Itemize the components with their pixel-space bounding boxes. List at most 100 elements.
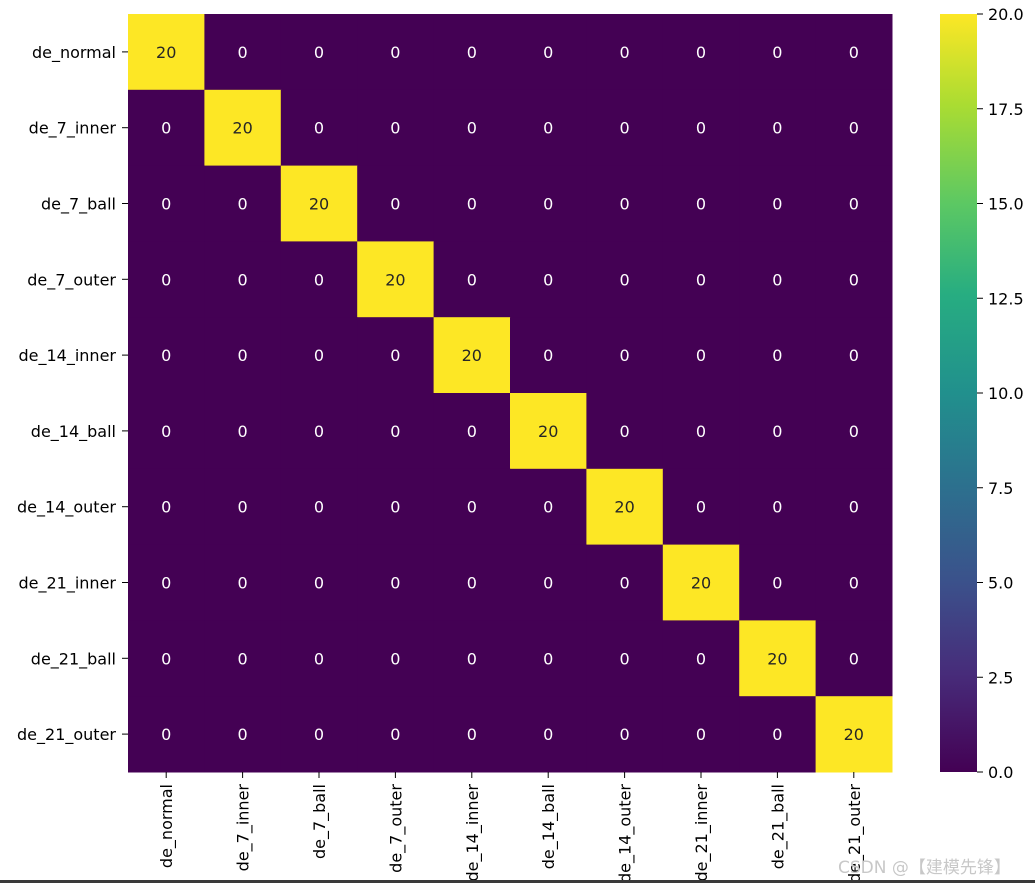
cell-value-label: 0 [849, 498, 859, 517]
cell-value-label: 20 [844, 725, 864, 744]
cell-value-label: 0 [772, 422, 782, 441]
cell-value-label: 0 [849, 119, 859, 138]
heatmap-cell [433, 89, 511, 167]
cell-value-label: 0 [849, 43, 859, 62]
heatmap-cell [815, 696, 893, 773]
cell-value-label: 20 [462, 346, 482, 365]
colorbar-tick-label: 5.0 [988, 574, 1013, 593]
cell-value-label: 0 [543, 195, 553, 214]
cell-value-label: 0 [696, 498, 706, 517]
colorbar-tick-label: 20.0 [988, 5, 1024, 24]
cell-value-label: 0 [161, 498, 171, 517]
cell-value-label: 0 [620, 649, 630, 668]
cell-value-label: 0 [849, 422, 859, 441]
cell-value-label: 0 [161, 270, 171, 289]
x-tick-label: de_14_outer [616, 784, 636, 883]
cell-value-label: 0 [620, 422, 630, 441]
heatmap-cell [510, 241, 587, 318]
colorbar-tick-label: 2.5 [988, 668, 1013, 687]
cell-value-label: 0 [772, 498, 782, 517]
heatmap-cell [815, 544, 893, 621]
heatmap-cell [586, 696, 664, 773]
cell-value-label: 0 [314, 649, 324, 668]
cell-value-label: 0 [238, 195, 248, 214]
cell-value-label: 0 [696, 422, 706, 441]
heatmap-cell [433, 393, 511, 470]
heatmap-cell [204, 317, 282, 394]
y-tick-label: de_7_outer [27, 270, 116, 290]
cell-value-label: 20 [614, 498, 634, 517]
heatmap-cell [433, 620, 511, 697]
heatmap-cell [433, 696, 511, 773]
heatmap-cell [433, 241, 511, 318]
x-tick-label: de_7_outer [386, 784, 406, 873]
heatmap-cell [433, 544, 511, 621]
y-tick-label: de_14_inner [18, 346, 116, 366]
cell-value-label: 0 [543, 498, 553, 517]
heatmap-cell [204, 468, 282, 546]
heatmap-cell [662, 89, 740, 167]
cell-value-label: 0 [238, 574, 248, 593]
cell-value-label: 0 [620, 346, 630, 365]
heatmap-cell [280, 620, 358, 697]
cell-value-label: 0 [390, 725, 400, 744]
colorbar-tick-label: 12.5 [988, 289, 1024, 308]
heatmap-cell [280, 544, 358, 621]
bottom-divider [0, 880, 1035, 883]
heatmap-cell [662, 14, 740, 91]
colorbar-tick-label: 15.0 [988, 195, 1024, 214]
heatmap-cell [128, 468, 205, 546]
cell-value-label: 0 [238, 422, 248, 441]
heatmap-cell [128, 696, 205, 773]
heatmap-cell [510, 544, 587, 621]
cell-value-label: 0 [696, 119, 706, 138]
heatmap-cell [510, 393, 587, 470]
cell-value-label: 0 [543, 574, 553, 593]
cell-value-label: 0 [238, 270, 248, 289]
heatmap-cell [357, 165, 435, 242]
cell-value-label: 20 [767, 649, 787, 668]
heatmap-cell [815, 165, 893, 242]
heatmap-cell [739, 241, 817, 318]
colorbar-tick-label: 10.0 [988, 384, 1024, 403]
colorbar-tick-label: 7.5 [988, 479, 1013, 498]
cell-value-label: 0 [620, 270, 630, 289]
heatmap-cell [357, 14, 435, 91]
heatmap-cell [739, 14, 817, 91]
cell-value-label: 0 [314, 119, 324, 138]
cell-value-label: 20 [232, 119, 252, 138]
heatmap-cell [510, 89, 587, 167]
cell-value-label: 0 [314, 574, 324, 593]
cell-value-label: 20 [538, 422, 558, 441]
heatmap-cell [739, 620, 817, 697]
cell-value-label: 0 [314, 422, 324, 441]
cell-value-label: 0 [849, 195, 859, 214]
cell-value-label: 0 [620, 725, 630, 744]
heatmap-cell [357, 393, 435, 470]
x-tick-label: de_21_inner [692, 784, 712, 882]
cell-value-label: 0 [467, 43, 477, 62]
heatmap-cell [280, 393, 358, 470]
y-tick-label: de_14_outer [17, 498, 116, 518]
cell-value-label: 0 [390, 43, 400, 62]
heatmap-cell [815, 241, 893, 318]
heatmap-cell [586, 317, 664, 394]
cell-value-label: 0 [390, 498, 400, 517]
heatmap-cell [815, 89, 893, 167]
heatmap-cell [357, 620, 435, 697]
cell-value-label: 0 [849, 649, 859, 668]
heatmap-cell [586, 89, 664, 167]
heatmap-cell [662, 241, 740, 318]
cell-value-label: 0 [620, 574, 630, 593]
cell-value-label: 0 [314, 43, 324, 62]
heatmap-cell [662, 165, 740, 242]
heatmap-cell [510, 620, 587, 697]
y-tick-label: de_14_ball [31, 422, 116, 442]
heatmap-cell [280, 317, 358, 394]
heatmap-cell [739, 317, 817, 394]
heatmap-cell [204, 14, 282, 91]
heatmap-cell [128, 317, 205, 394]
cell-value-label: 0 [467, 422, 477, 441]
cell-value-label: 0 [238, 649, 248, 668]
heatmap-cell [739, 696, 817, 773]
